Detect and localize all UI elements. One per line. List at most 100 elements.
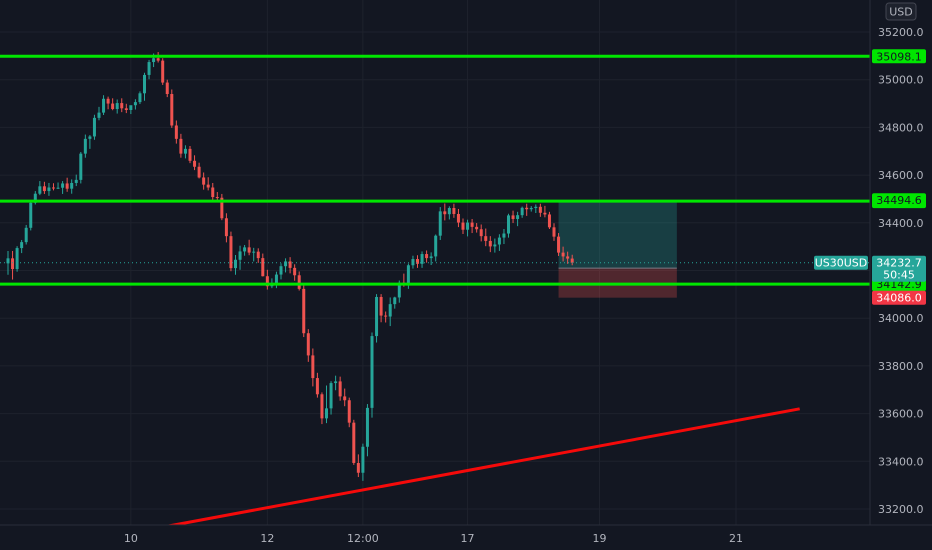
candle[interactable] (265, 269, 269, 290)
candle[interactable] (47, 182, 51, 196)
candle[interactable] (475, 223, 479, 233)
candle[interactable] (447, 206, 451, 220)
candle[interactable] (20, 239, 24, 254)
candle[interactable] (65, 177, 69, 192)
candle[interactable] (507, 213, 510, 238)
candle[interactable] (79, 151, 83, 184)
candle[interactable] (329, 381, 333, 415)
candle[interactable] (452, 203, 456, 218)
candle[interactable] (83, 134, 87, 158)
candle[interactable] (120, 98, 124, 113)
candle[interactable] (375, 294, 379, 343)
candle[interactable] (193, 155, 197, 171)
candle[interactable] (170, 89, 174, 128)
candle[interactable] (338, 376, 342, 401)
candle[interactable] (293, 264, 297, 281)
candle[interactable] (361, 443, 365, 481)
candle[interactable] (256, 248, 260, 263)
candle[interactable] (511, 210, 515, 224)
candle[interactable] (497, 234, 501, 251)
candle[interactable] (484, 228, 488, 247)
candle[interactable] (566, 251, 570, 264)
candle[interactable] (420, 251, 424, 268)
candle[interactable] (325, 385, 328, 424)
candle[interactable] (488, 236, 492, 253)
candle[interactable] (224, 213, 228, 243)
candle[interactable] (434, 234, 438, 262)
candle[interactable] (379, 294, 383, 323)
candle[interactable] (306, 329, 310, 362)
candle[interactable] (147, 59, 151, 80)
candle[interactable] (252, 247, 256, 262)
profit-zone[interactable] (558, 200, 677, 269)
candle[interactable] (106, 96, 110, 110)
candle[interactable] (370, 332, 374, 418)
candle[interactable] (74, 174, 78, 187)
candle[interactable] (133, 99, 137, 110)
candle[interactable] (334, 375, 338, 391)
candle[interactable] (143, 72, 146, 101)
candle[interactable] (288, 257, 292, 274)
candle[interactable] (547, 211, 551, 230)
currency-badge[interactable]: USD (885, 2, 917, 21)
candle[interactable] (197, 162, 201, 179)
candle[interactable] (15, 246, 19, 272)
candle[interactable] (534, 204, 538, 214)
candle[interactable] (115, 99, 119, 114)
candle[interactable] (388, 297, 392, 327)
candle[interactable] (61, 181, 65, 194)
candle[interactable] (529, 206, 533, 212)
candle[interactable] (206, 177, 210, 191)
candle[interactable] (70, 179, 74, 194)
candle[interactable] (229, 231, 233, 272)
candle[interactable] (493, 238, 497, 253)
candle[interactable] (211, 182, 215, 200)
candle[interactable] (502, 229, 506, 245)
candle[interactable] (552, 223, 556, 241)
candle[interactable] (456, 208, 460, 228)
candle[interactable] (165, 79, 169, 98)
candle[interactable] (56, 182, 60, 189)
candle[interactable] (411, 255, 415, 269)
candle[interactable] (525, 203, 529, 216)
candle[interactable] (88, 135, 92, 149)
candle[interactable] (243, 244, 247, 256)
candle[interactable] (38, 181, 42, 196)
ascending-trendline[interactable] (144, 407, 800, 532)
candle[interactable] (220, 193, 224, 221)
candle[interactable] (129, 105, 133, 115)
candle[interactable] (97, 106, 101, 121)
candle[interactable] (279, 263, 283, 280)
candle[interactable] (347, 397, 351, 428)
candle[interactable] (138, 91, 142, 105)
trendline[interactable] (144, 407, 800, 532)
candle[interactable] (429, 252, 433, 266)
candle[interactable] (161, 58, 165, 85)
candle[interactable] (557, 233, 561, 256)
candle[interactable] (124, 103, 128, 114)
candle[interactable] (188, 146, 192, 164)
candle[interactable] (238, 245, 242, 270)
candle[interactable] (247, 239, 251, 256)
candle[interactable] (24, 224, 28, 245)
candle[interactable] (179, 133, 183, 158)
candle[interactable] (343, 388, 347, 407)
candle[interactable] (311, 348, 315, 387)
candle[interactable] (365, 404, 369, 457)
candle[interactable] (356, 454, 360, 478)
candle[interactable] (29, 201, 33, 231)
candle[interactable] (174, 120, 178, 144)
candle[interactable] (302, 285, 306, 338)
candle[interactable] (538, 203, 542, 217)
candle[interactable] (202, 172, 206, 190)
candle[interactable] (92, 114, 96, 140)
candle[interactable] (284, 258, 288, 273)
candle[interactable] (470, 218, 474, 234)
candle[interactable] (52, 183, 55, 191)
candle[interactable] (443, 203, 447, 221)
candle[interactable] (315, 372, 319, 398)
candle[interactable] (543, 205, 547, 218)
candle[interactable] (261, 253, 265, 277)
